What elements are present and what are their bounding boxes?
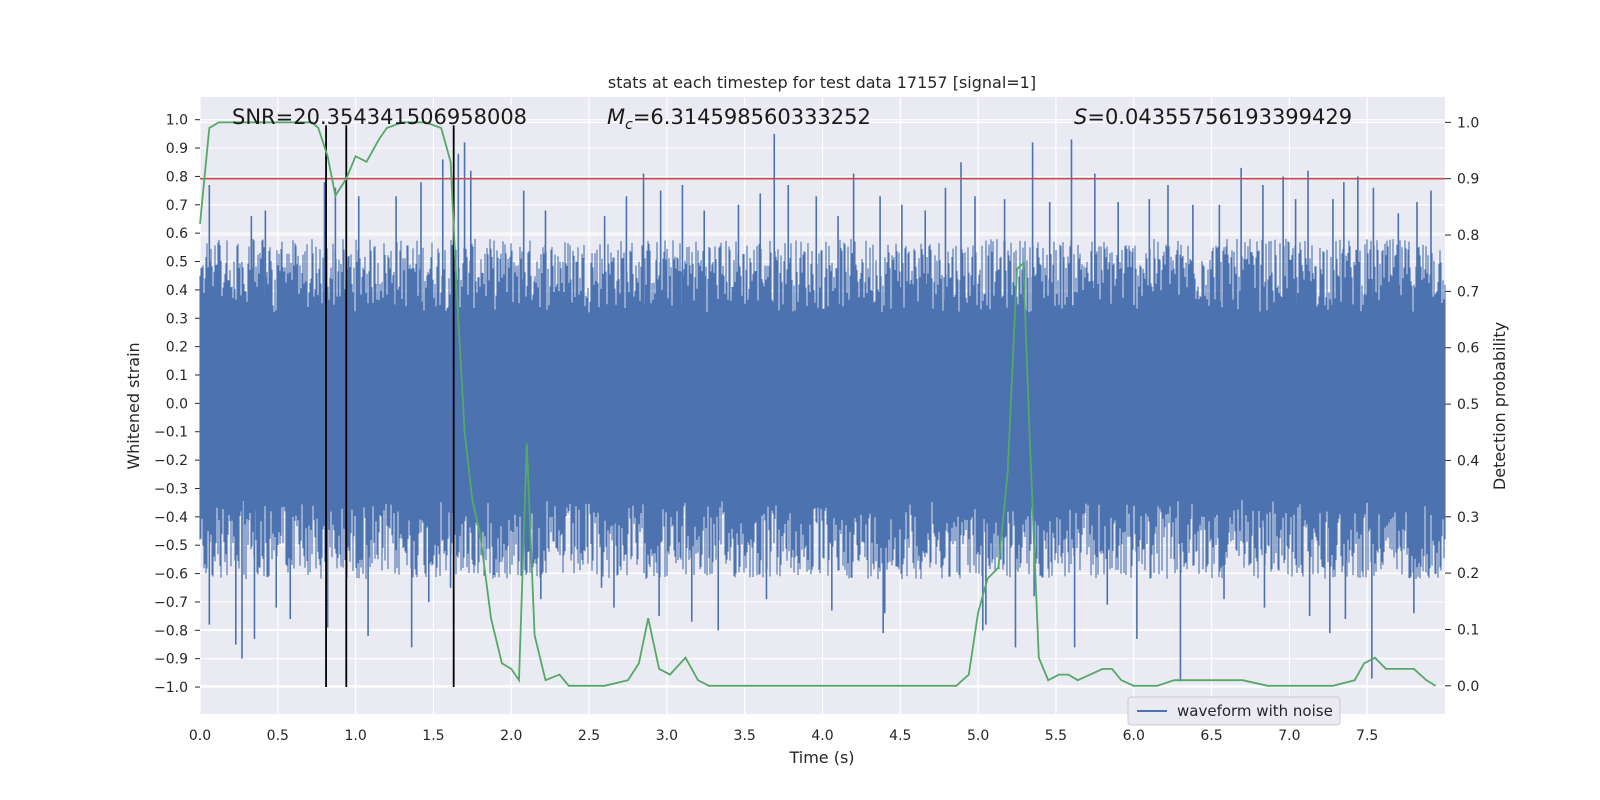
y-right-tick-label: 0.6 [1457,341,1479,357]
chirp-mass-subscript: c [625,117,633,133]
y-right-axis-label: Detection probability [1490,322,1509,490]
x-tick-label: 4.5 [889,728,911,744]
y-right-tick-label: 0.1 [1457,622,1479,638]
x-tick-label: 7.5 [1356,728,1378,744]
y-right-tick-label: 0.4 [1457,453,1479,469]
chart-title: stats at each timestep for test data 171… [608,73,1036,92]
y-left-tick-label: −1.0 [154,680,188,696]
y-left-tick-labels: 1.0 0.9 0.8 0.7 0.6 0.5 0.4 0.3 0.2 0.1 0.0 −0.1 −0.… [154,113,188,696]
y-right-tick-label: 0.9 [1457,172,1479,188]
y-left-tick-label: −0.4 [154,510,188,526]
x-axis-label: Time (s) [788,748,854,767]
x-tick-label: 6.5 [1200,728,1222,744]
y-left-tick-label: 0.5 [166,255,188,271]
x-tick-label: 0.5 [267,728,289,744]
x-tick-label: 6.0 [1123,728,1145,744]
x-tick-label: 3.5 [734,728,756,744]
s-symbol: S [1074,105,1087,129]
x-tick-label: 1.0 [344,728,366,744]
snr-annotation: SNR=20.354341506958008 [232,105,527,129]
x-tick-label: 3.0 [656,728,678,744]
x-tick-labels: 0.0 0.5 1.0 1.5 2.0 2.5 3.0 3.5 4.0 4.5 5.0 5.5 6.0 6… [189,728,1378,744]
x-tick-label: 0.0 [189,728,211,744]
legend-box [1127,696,1341,726]
s-value: =0.04355756193399429 [1087,105,1352,129]
y-left-tick-label: −0.9 [154,652,188,668]
y-left-tick-label: 0.3 [166,311,188,327]
x-tick-label: 4.0 [811,728,833,744]
legend: waveform with noise [1127,696,1341,726]
y-right-tick-label: 0.8 [1457,228,1479,244]
y-left-tick-label: 1.0 [166,113,188,129]
y-left-tick-label: 0.2 [166,340,188,356]
chirp-mass-value: =6.314598560333252 [633,105,871,129]
y-left-tick-label: −0.8 [154,623,188,639]
y-left-axis-label: Whitened strain [124,342,143,469]
chirp-mass-symbol: M [607,105,625,129]
y-left-tick-label: 0.4 [166,283,188,299]
detection-probability-line [199,121,1437,687]
y-right-tick-label: 1.0 [1457,115,1479,131]
y-left-tick-label: 0.1 [166,368,188,384]
y-right-tick-label: 0.2 [1457,566,1479,582]
y-right-tick-label: 0.7 [1457,284,1479,300]
y-left-tick-label: 0.6 [166,226,188,242]
chirp-mass-annotation: Mc=6.314598560333252 [607,105,871,133]
waveform-series [199,238,1446,580]
y-left-tick-label: 0.0 [166,396,188,412]
waveform-noise [199,238,1446,580]
x-tick-label: 5.5 [1045,728,1067,744]
y-left-tick-label: −0.1 [154,425,188,441]
y-left-tick-label: −0.5 [154,538,188,554]
y-right-tick-labels: 1.0 0.9 0.8 0.7 0.6 0.5 0.4 0.3 0.2 0.1 0.0 [1457,115,1479,694]
y-left-tick-label: −0.3 [154,481,188,497]
waveform-extremes [208,133,1432,682]
y-right-tick-label: 0.3 [1457,510,1479,526]
y-left-tick-label: 0.9 [166,141,188,157]
x-tick-label: 2.0 [500,728,522,744]
y-left-tick-label: −0.7 [154,595,188,611]
x-tick-label: 2.5 [578,728,600,744]
x-tick-label: 7.0 [1278,728,1300,744]
y-left-tick-label: 0.8 [166,169,188,185]
y-left-tick-label: −0.6 [154,567,188,583]
x-tick-label: 5.0 [967,728,989,744]
s-annotation: S=0.04355756193399429 [1074,105,1352,129]
y-left-tick-label: 0.7 [166,198,188,214]
y-right-tick-label: 0.5 [1457,397,1479,413]
y-left-tick-label: −0.2 [154,453,188,469]
legend-label: waveform with noise [1177,702,1333,720]
x-tick-label: 1.5 [422,728,444,744]
y-right-tick-label: 0.0 [1457,679,1479,695]
